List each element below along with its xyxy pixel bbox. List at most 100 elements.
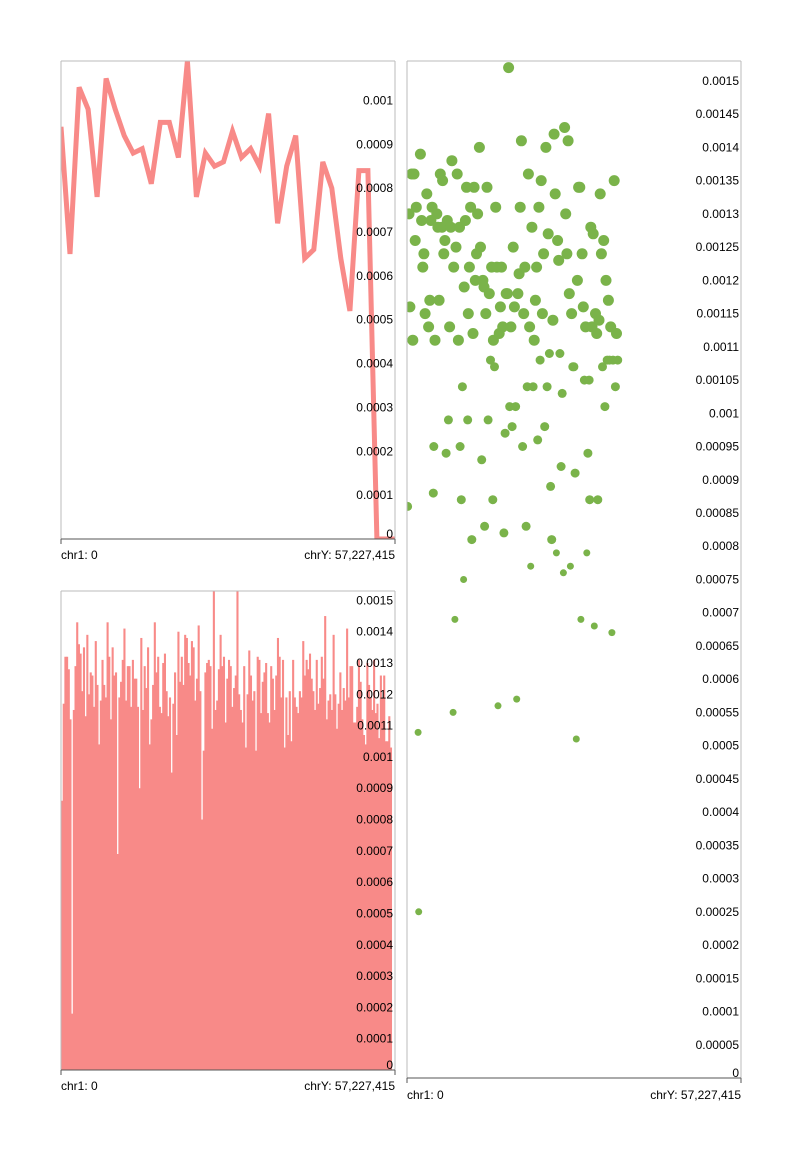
scatter-point: [598, 362, 607, 372]
y-tick-label: 0.0004: [356, 938, 393, 952]
chart-panel-1: 0 0.0001 0.0002 0.0003 0.0004 0.0005 0.0006 0.0…: [60, 60, 396, 562]
bar: [190, 641, 193, 1070]
bar: [140, 637, 143, 1070]
bar: [271, 678, 274, 1070]
bar: [126, 666, 129, 1070]
scatter-point: [414, 728, 422, 736]
bar: [357, 659, 360, 1070]
y-tick-label: 0: [732, 1066, 739, 1080]
bar: [152, 684, 155, 1070]
bar: [371, 709, 374, 1070]
scatter-point: [514, 201, 526, 213]
scatter-point: [441, 448, 451, 458]
y-tick-label: 0: [386, 1058, 393, 1072]
y-tick-label: 0.0008: [356, 813, 393, 827]
scatter-point: [456, 495, 466, 505]
scatter-point: [497, 321, 509, 333]
bar: [219, 634, 222, 1070]
bar: [285, 697, 288, 1070]
plot-area: [407, 62, 623, 916]
scatter-point: [507, 241, 519, 253]
bar: [207, 659, 210, 1070]
scatter-point: [467, 535, 477, 545]
bar: [84, 716, 87, 1070]
scatter-point: [407, 334, 419, 346]
scatter-point: [433, 294, 445, 306]
bar: [258, 659, 261, 1070]
bar: [82, 647, 86, 1070]
y-tick-label: 0.0015: [702, 74, 739, 88]
bar: [310, 678, 313, 1070]
bar: [228, 659, 231, 1070]
scatter-point: [546, 481, 556, 491]
bar: [322, 678, 325, 1070]
scatter-point: [528, 334, 540, 346]
bar: [224, 722, 227, 1070]
bar: [256, 656, 259, 1070]
scatter-point: [429, 442, 439, 451]
scatter-point: [572, 735, 580, 743]
y-tick-label: 0.00095: [696, 440, 740, 454]
bar: [174, 672, 177, 1070]
scatter-point: [448, 261, 460, 273]
bar: [389, 747, 393, 1070]
bar: [179, 681, 182, 1070]
scatter-point: [591, 328, 603, 339]
scatter-point: [483, 415, 493, 425]
bar: [283, 747, 286, 1070]
bar: [157, 656, 160, 1070]
y-tick-label: 0.00075: [696, 573, 740, 587]
bar: [298, 691, 301, 1070]
bar: [342, 688, 345, 1070]
x-label-start: chr1: 0: [61, 1079, 98, 1093]
bar: [108, 656, 111, 1070]
scatter-point: [522, 168, 534, 180]
bar: [125, 700, 128, 1070]
bar: [67, 669, 70, 1070]
scatter-point: [416, 215, 428, 226]
bar: [341, 709, 344, 1070]
scatter-point: [480, 308, 492, 320]
bar: [66, 656, 69, 1070]
scatter-point: [424, 294, 436, 306]
y-tick-label: 0.0012: [356, 687, 393, 701]
bar: [113, 675, 116, 1070]
scatter-point: [494, 702, 502, 710]
scatter-point: [481, 181, 493, 193]
y-tick-label: 0.0008: [356, 181, 393, 195]
scatter-point: [458, 281, 470, 293]
bar: [99, 700, 102, 1070]
scatter-point: [418, 248, 430, 260]
scatter-point: [423, 321, 435, 333]
y-tick-label: 0.0001: [356, 488, 393, 502]
bar: [155, 672, 158, 1070]
bar: [388, 716, 391, 1070]
scatter-point: [410, 201, 422, 213]
bar: [175, 735, 178, 1070]
scatter-point: [446, 155, 458, 167]
bar: [369, 697, 372, 1070]
bar: [359, 681, 362, 1070]
scatter-point: [512, 288, 524, 300]
bar: [180, 656, 183, 1070]
scatter-point: [518, 442, 528, 451]
bar: [136, 706, 139, 1070]
bar: [62, 703, 65, 1070]
bar: [209, 666, 212, 1070]
bar: [81, 691, 84, 1070]
scatter-point: [562, 135, 574, 147]
scatter-point: [547, 314, 559, 326]
scatter-point: [577, 301, 589, 313]
scatter-point: [486, 355, 495, 365]
bar: [93, 706, 96, 1070]
bar: [337, 703, 340, 1070]
y-tick-label: 0.00135: [696, 174, 740, 188]
scatter-point: [459, 215, 471, 226]
scatter-point: [452, 334, 464, 346]
bar: [87, 694, 91, 1070]
scatter-point: [566, 308, 578, 320]
y-tick-label: 0.0008: [702, 539, 739, 553]
scatter-point: [511, 402, 521, 412]
bar: [192, 647, 195, 1070]
bar: [300, 697, 303, 1070]
